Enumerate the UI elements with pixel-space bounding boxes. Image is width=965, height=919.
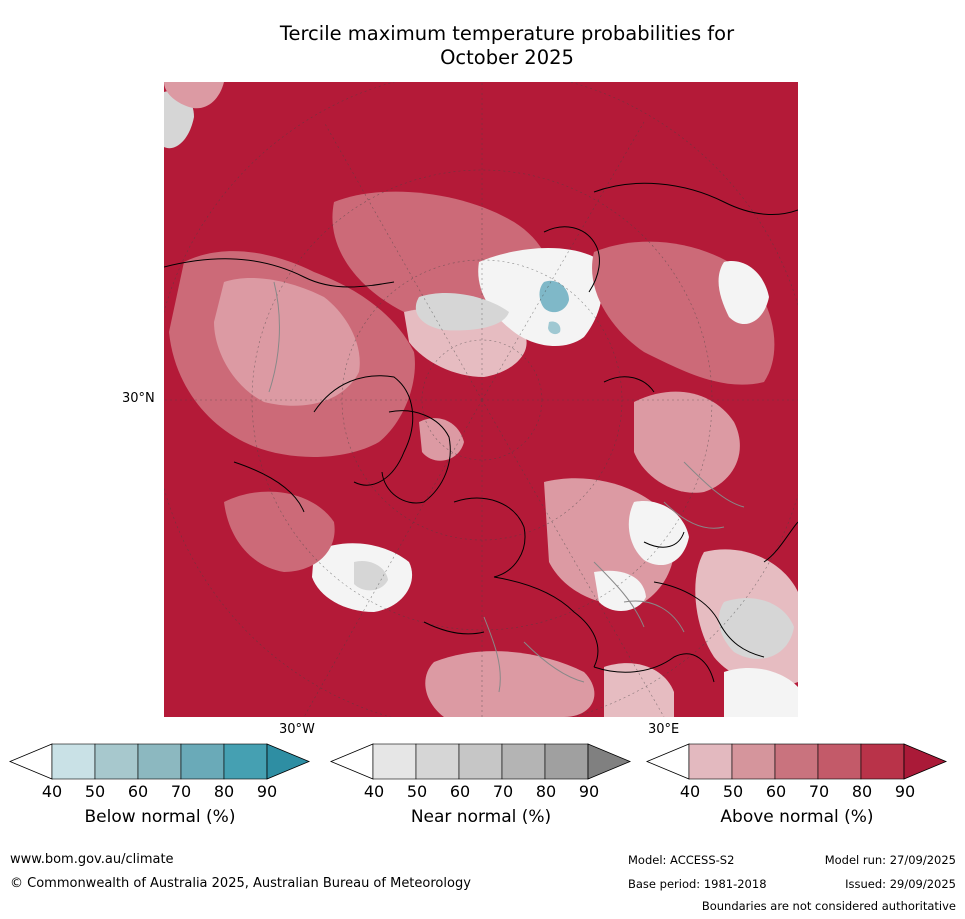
colorbar-tick-label: 50 [406, 782, 428, 801]
region-siberia-blue-2 [548, 321, 561, 335]
colorbar-min-extension [8, 743, 53, 780]
graticule [164, 82, 798, 717]
colorbar-label-near: Near normal (%) [410, 807, 552, 827]
colorbar-segment [731, 743, 776, 780]
colorbar-segment [860, 743, 905, 780]
footer-issued: Issued: 29/09/2025 [845, 877, 956, 891]
colorbar-graphic [329, 743, 632, 780]
colorbar-segment [180, 743, 225, 780]
colorbar-segment [223, 743, 268, 780]
colorbar-tick-label: 50 [84, 782, 106, 801]
colorbar-tick-label: 80 [213, 782, 235, 801]
chart-title: Tercile maximum temperature probabilitie… [160, 22, 854, 70]
region-pacific-light [164, 82, 224, 109]
colorbar-tick-label: 70 [170, 782, 192, 801]
colorbar-graphic [645, 743, 948, 780]
colorbar-segment [372, 743, 417, 780]
country-borders [268, 281, 745, 693]
title-line-2: October 2025 [440, 46, 574, 69]
region-north-africa [425, 651, 595, 717]
colorbar-segment [544, 743, 589, 780]
colorbar-tick-label: 80 [851, 782, 873, 801]
region-middle-east-grey [718, 598, 794, 659]
colorbar-near-normal [329, 743, 632, 780]
colorbar-min-extension [329, 743, 374, 780]
colorbar-max-extension [903, 743, 948, 780]
colorbar-graphic [8, 743, 311, 780]
colorbar-label-above: Above normal (%) [720, 807, 874, 827]
region-siberia-blue [539, 280, 569, 313]
footer-website: www.bom.gov.au/climate [10, 852, 174, 867]
colorbar-segment [501, 743, 546, 780]
longitude-label-30e: 30°E [648, 722, 680, 737]
colorbar-tick-label: 80 [535, 782, 557, 801]
colorbar-tick-label: 60 [765, 782, 787, 801]
footer-model: Model: ACCESS-S2 [628, 853, 735, 867]
footer-model-run: Model run: 27/09/2025 [824, 853, 956, 867]
colorbar-max-extension [266, 743, 311, 780]
region-mideast-lower [724, 667, 798, 717]
colorbar-segment [51, 743, 96, 780]
colorbar-tick-label: 50 [722, 782, 744, 801]
colorbar-tick-label: 70 [808, 782, 830, 801]
region-asia-light [634, 391, 740, 493]
latitude-label-30n: 30°N [122, 391, 155, 406]
colorbar-min-extension [645, 743, 690, 780]
colorbar-max-extension [587, 743, 632, 780]
footer-base-period: Base period: 1981-2018 [628, 877, 767, 891]
title-line-1: Tercile maximum temperature probabilitie… [279, 22, 735, 45]
region-asia-white [718, 261, 769, 325]
colorbar-label-below: Below normal (%) [84, 807, 236, 827]
longitude-label-30w: 30°W [279, 722, 315, 737]
colorbar-tick-label: 90 [578, 782, 600, 801]
probability-map [164, 82, 798, 717]
colorbar-segment [137, 743, 182, 780]
colorbar-tick-label: 90 [256, 782, 278, 801]
colorbar-tick-label: 60 [449, 782, 471, 801]
region-europe-white [628, 501, 689, 566]
colorbar-segment [817, 743, 862, 780]
colorbar-segment [688, 743, 733, 780]
colorbar-tick-label: 90 [894, 782, 916, 801]
footer-disclaimer: Boundaries are not considered authoritat… [701, 899, 956, 913]
colorbar-tick-label: 40 [679, 782, 701, 801]
colorbar-tick-label: 60 [127, 782, 149, 801]
colorbar-tick-label: 70 [492, 782, 514, 801]
colorbar-above-normal [645, 743, 948, 780]
region-north-america-light [214, 277, 360, 406]
colorbar-segment [458, 743, 503, 780]
footer-copyright: © Commonwealth of Australia 2025, Austra… [10, 876, 471, 891]
colorbar-segment [415, 743, 460, 780]
colorbar-tick-label: 40 [363, 782, 385, 801]
colorbar-below-normal [8, 743, 311, 780]
colorbar-tick-label: 40 [41, 782, 63, 801]
colorbar-segment [94, 743, 139, 780]
region-siberia-grey [415, 292, 509, 331]
region-greenland-light [419, 418, 464, 461]
region-atlantic-pink [224, 491, 335, 572]
coastlines [164, 182, 798, 683]
colorbar-segment [774, 743, 819, 780]
probability-regions [164, 82, 798, 717]
region-atlantic-grey [354, 560, 388, 591]
